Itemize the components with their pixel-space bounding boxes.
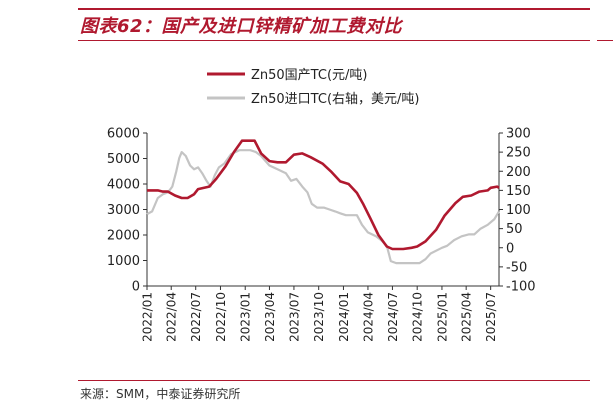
right-tick-label: 0 [506, 241, 514, 256]
x-tick-label: 2024/07 [386, 292, 400, 342]
series-line-import [146, 149, 500, 265]
legend-label-import: Zn50进口TC(右轴，美元/吨) [251, 92, 419, 107]
edge-rule [597, 40, 613, 41]
x-tick-label: 2023/04 [263, 292, 277, 342]
x-tick-label: 2022/10 [214, 292, 228, 342]
x-tick-label: 2024/10 [411, 292, 425, 342]
right-tick-label: 100 [506, 203, 531, 218]
x-tick-label: 2024/01 [337, 292, 351, 342]
x-tick-label: 2022/01 [141, 292, 155, 342]
right-tick-label: -50 [506, 260, 527, 275]
series-lines [146, 139, 500, 265]
x-tick-label: 2025/07 [484, 292, 498, 342]
title-rule [78, 40, 590, 41]
right-tick-label: 250 [506, 146, 531, 161]
x-tick-label: 2023/07 [287, 292, 301, 342]
source-note: 来源：SMM，中泰证券研究所 [80, 387, 241, 401]
legend-label-domestic: Zn50国产TC(元/吨) [251, 68, 367, 83]
right-tick-label: 300 [506, 127, 531, 142]
right-tick-label: 200 [506, 165, 531, 180]
x-tick-label: 2023/10 [312, 292, 326, 342]
right-tick-label: -100 [506, 280, 536, 295]
right-tick-label: 50 [506, 222, 523, 237]
x-tick-label: 2025/01 [435, 292, 449, 342]
left-tick-label: 1000 [107, 254, 140, 269]
x-tick-label: 2024/04 [361, 292, 375, 342]
left-tick-label: 3000 [107, 203, 140, 218]
x-tick-label: 2025/04 [460, 292, 474, 342]
legend: Zn50国产TC(元/吨) Zn50进口TC(右轴，美元/吨) [207, 68, 419, 107]
left-tick-label: 2000 [107, 229, 140, 244]
left-tick-label: 0 [132, 280, 140, 295]
right-tick-label: 150 [506, 184, 531, 199]
tick-labels: 0 1000 2000 3000 4000 5000 6000 -100 -50 0 50 100 15… [107, 127, 536, 342]
figure-title: 图表62：国产及进口锌精矿加工费对比 [80, 16, 403, 37]
left-tick-label: 6000 [107, 127, 140, 142]
x-tick-label: 2022/04 [165, 292, 179, 342]
axes [143, 132, 503, 290]
x-tick-label: 2022/07 [189, 292, 203, 342]
series-line-domestic [147, 139, 500, 251]
x-tick-label: 2023/01 [239, 292, 253, 342]
left-tick-label: 4000 [107, 178, 140, 193]
bottom-rule [78, 380, 590, 381]
left-tick-label: 5000 [107, 152, 140, 167]
top-rule [78, 8, 590, 10]
